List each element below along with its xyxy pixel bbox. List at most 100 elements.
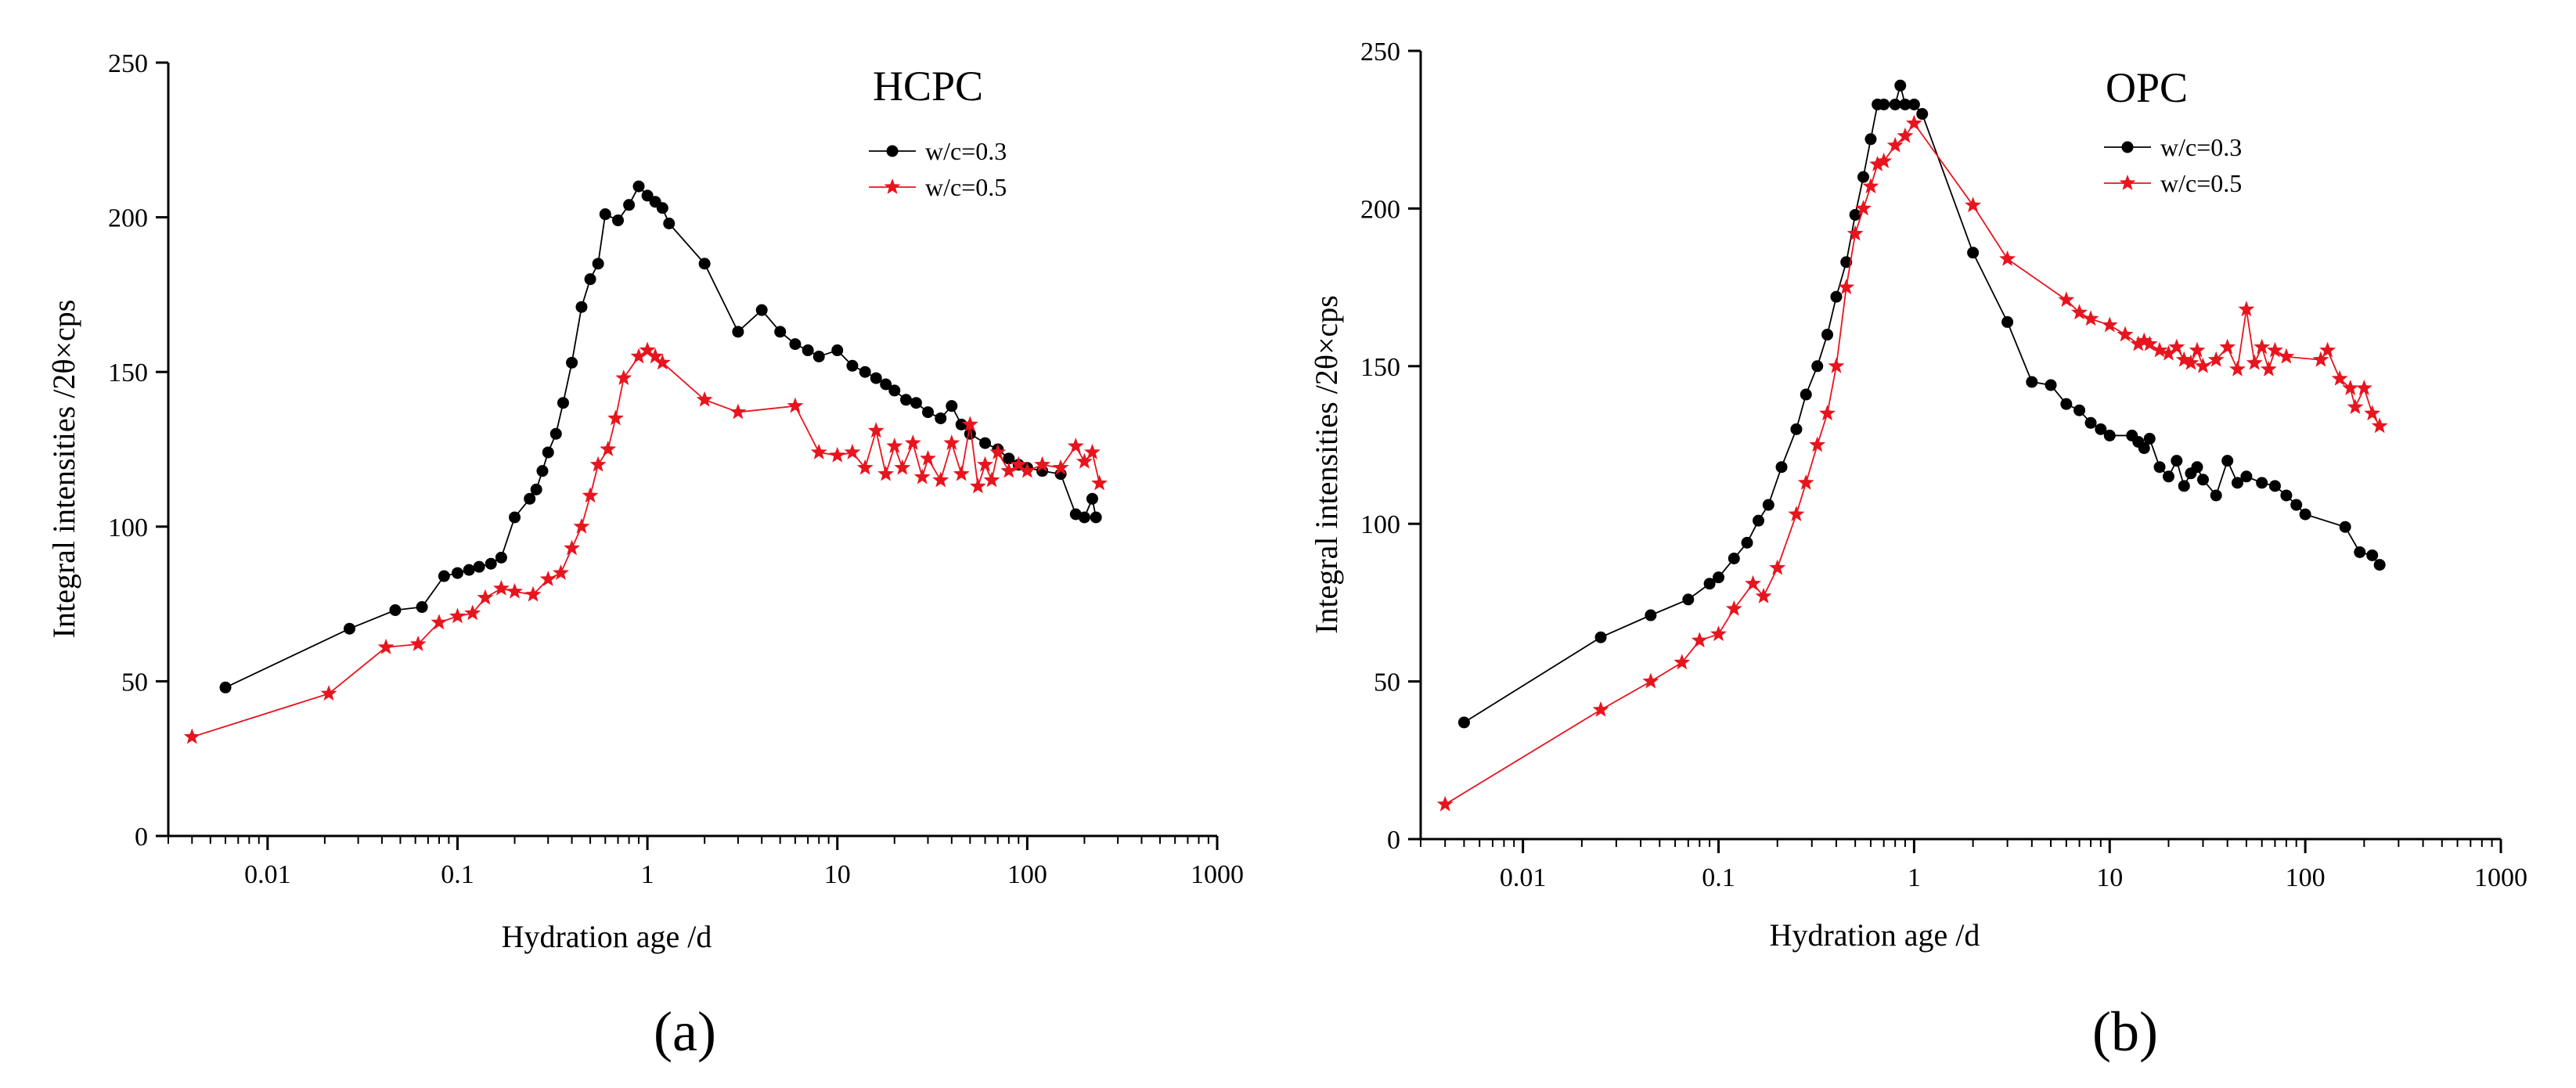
data-point [904, 434, 921, 450]
data-point [979, 437, 992, 449]
data-point [2178, 480, 2190, 492]
data-point [449, 607, 466, 624]
data-point [473, 560, 485, 573]
data-point [1018, 462, 1036, 478]
data-point [463, 564, 475, 576]
x-tick-label: 0.1 [441, 860, 474, 889]
data-point [1642, 672, 1659, 689]
data-point [536, 465, 549, 477]
data-point [829, 446, 846, 463]
data-point [1083, 443, 1101, 459]
data-point [2196, 474, 2209, 486]
data-point [846, 359, 859, 372]
legend-item: w/c=0.5 [869, 173, 1007, 201]
data-point [1003, 452, 1015, 465]
data-point [913, 468, 931, 485]
data-point [1999, 250, 2016, 266]
data-point [935, 412, 947, 424]
data-point [2058, 291, 2075, 308]
data-point [2339, 521, 2351, 533]
data-point [2364, 405, 2381, 421]
legend-label: w/c=0.5 [2160, 169, 2242, 197]
data-point [696, 391, 713, 407]
data-point [1846, 225, 1864, 241]
data-point [1886, 136, 1904, 153]
data-point [1594, 631, 1607, 643]
y-tick-label: 50 [121, 668, 148, 697]
data-point [1878, 98, 1890, 110]
data-point [2162, 470, 2174, 483]
data-point [1091, 474, 1108, 491]
data-point [2001, 315, 2014, 328]
y-tick-label: 0 [1387, 826, 1400, 855]
data-point [953, 465, 970, 481]
data-point [1809, 436, 1826, 452]
data-point [2219, 338, 2236, 355]
data-point [639, 341, 656, 358]
data-point [2171, 455, 2183, 467]
data-point [1857, 171, 1870, 183]
data-point [1067, 438, 1084, 453]
data-point [2371, 417, 2388, 434]
data-point [524, 585, 542, 602]
data-point [1010, 456, 1027, 472]
data-point [438, 570, 450, 582]
legend-label: w/c=0.3 [2160, 133, 2242, 161]
data-point [2182, 354, 2200, 370]
data-point [880, 378, 892, 391]
data-point [732, 326, 744, 338]
data-point [888, 384, 901, 397]
data-point [1753, 514, 1765, 527]
data-point [2290, 499, 2303, 511]
data-point [2168, 338, 2185, 355]
data-point [557, 397, 569, 409]
legend-marker [2121, 141, 2134, 153]
data-point [539, 570, 557, 586]
x-tick-label: 1000 [2474, 863, 2527, 892]
data-point [894, 459, 911, 475]
data-point [1869, 156, 1886, 171]
data-point [1800, 388, 1812, 401]
x-tick-label: 1 [1908, 863, 1921, 892]
data-point [2231, 477, 2243, 489]
data-point [922, 406, 935, 419]
x-axis-title: Hydration age /d [1770, 917, 1980, 953]
legend-item: w/c=0.3 [2104, 133, 2242, 161]
data-point [2373, 559, 2386, 571]
data-point [553, 564, 569, 580]
legend-label: w/c=0.5 [925, 173, 1007, 201]
data-point [1728, 553, 1740, 565]
data-point [983, 471, 1000, 488]
data-point [1840, 256, 1853, 268]
data-point [946, 400, 958, 413]
data-point [2160, 344, 2177, 361]
data-point [802, 344, 814, 357]
data-point [1745, 575, 1761, 591]
data-point [2143, 432, 2156, 445]
data-point [431, 614, 448, 630]
data-point [1755, 587, 1772, 603]
data-point [2256, 477, 2268, 489]
data-point [2246, 354, 2263, 370]
legend-marker [886, 145, 899, 157]
data-point [2240, 470, 2253, 483]
data-point [2278, 348, 2295, 364]
data-point [416, 601, 428, 614]
data-point [2060, 398, 2073, 410]
data-point [623, 199, 636, 211]
y-tick-label: 150 [108, 358, 148, 387]
legend-marker [884, 178, 901, 194]
data-point [2095, 423, 2107, 435]
x-tick-label: 0.01 [1500, 863, 1547, 892]
data-point [1741, 536, 1753, 549]
series-2 [183, 341, 1108, 744]
data-point [589, 456, 607, 472]
data-point [1849, 208, 1861, 221]
data-point [774, 326, 787, 338]
data-point [1710, 625, 1727, 642]
data-point [584, 273, 596, 286]
data-point [647, 348, 664, 364]
data-point [2026, 376, 2038, 388]
data-point [1965, 196, 1982, 213]
data-point [492, 579, 510, 596]
